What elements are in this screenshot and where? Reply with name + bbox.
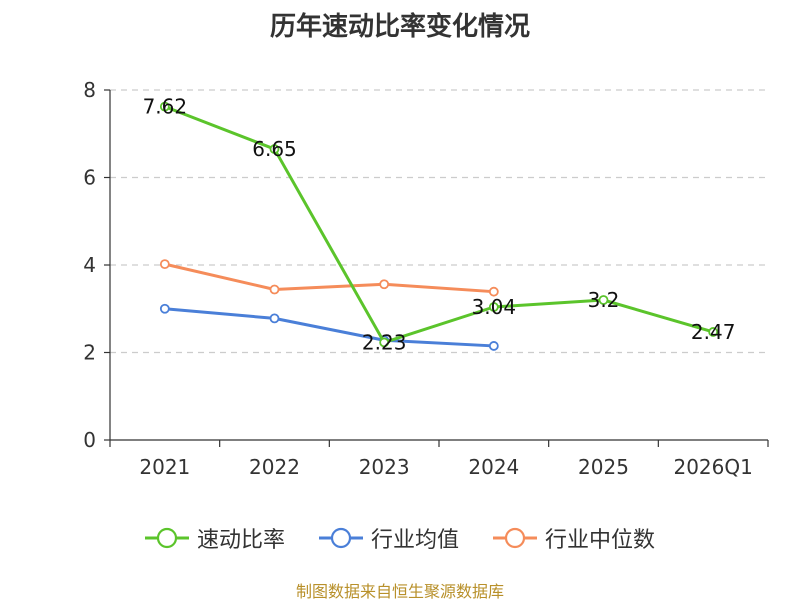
chart-title: 历年速动比率变化情况	[269, 12, 530, 42]
series-line	[164, 262, 494, 294]
data-point	[379, 279, 390, 290]
legend-swatch-marker	[504, 527, 526, 549]
data-point	[159, 259, 170, 270]
data-point	[379, 337, 390, 348]
data-point	[159, 101, 170, 112]
legend-label: 行业中位数	[545, 528, 656, 553]
axes: 0 2 4 6 8 2021 2022 2023 2024 2025 2026Q1	[83, 78, 769, 479]
data-label: 2.47	[691, 320, 736, 344]
data-point	[488, 341, 499, 351]
x-tick-label: 2021	[139, 455, 190, 479]
data-point	[488, 302, 499, 312]
data-label: 3.04	[472, 295, 517, 319]
series-line	[164, 105, 714, 344]
data-point	[708, 327, 719, 337]
source-note: 制图数据来自恒生聚源数据库	[295, 582, 504, 601]
data-label: 3.2	[588, 288, 620, 312]
legend-swatch-marker	[330, 527, 352, 549]
legend-item[interactable]: 速动比率	[144, 522, 285, 554]
legend-swatch-icon	[144, 527, 189, 549]
legend-label: 行业均值	[370, 528, 459, 553]
data-point	[488, 286, 499, 297]
legend-item[interactable]: 行业中位数	[493, 522, 655, 554]
y-tick-label: 4	[83, 253, 96, 277]
data-point	[159, 303, 170, 314]
legend-label: 速动比率	[196, 528, 285, 553]
y-tick-label: 6	[83, 166, 96, 190]
y-tick-label: 0	[83, 428, 96, 452]
legend-swatch-icon	[493, 527, 537, 549]
data-point	[269, 313, 280, 324]
legend: 速动比率 行业均值 行业中位数	[0, 518, 800, 558]
series-lines	[159, 101, 719, 351]
x-tick-label: 2025	[578, 455, 629, 479]
series-line	[164, 307, 494, 348]
data-point	[269, 284, 280, 295]
x-tick-label: 2026Q1	[673, 455, 752, 479]
data-point	[598, 295, 609, 305]
legend-swatch-icon	[318, 527, 363, 549]
x-tick-label: 2023	[359, 455, 410, 479]
data-label: 7.62	[143, 95, 188, 119]
data-label: 2.23	[362, 330, 407, 354]
y-tick-label: 2	[83, 341, 96, 365]
legend-item[interactable]: 行业均值	[318, 522, 459, 554]
legend-swatch-marker	[156, 527, 178, 549]
data-point	[269, 144, 280, 154]
data-labels: 7.62 6.65 2.23 3.04 3.2 2.47	[143, 95, 736, 355]
x-tick-label: 2024	[468, 455, 519, 479]
data-label: 6.65	[252, 137, 297, 161]
x-tick-label: 2022	[249, 455, 300, 479]
y-tick-label: 8	[83, 78, 96, 102]
